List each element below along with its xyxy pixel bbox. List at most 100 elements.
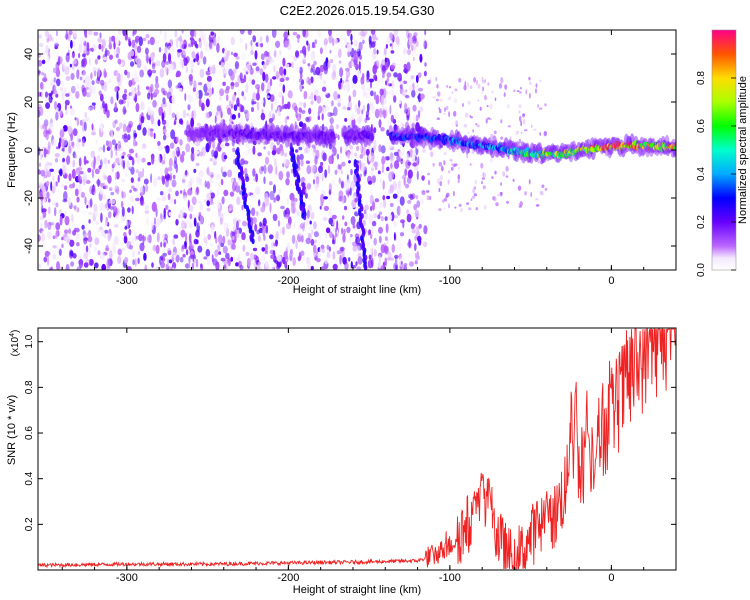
noise-speck: [43, 198, 46, 203]
snr-ytick-label: 0.6: [24, 426, 35, 440]
noise-speck: [157, 119, 161, 127]
noise-speck: [240, 53, 246, 61]
noise-speck: [403, 48, 407, 55]
noise-speck: [407, 161, 412, 166]
noise-speck: [144, 184, 149, 193]
noise-speck: [206, 255, 210, 266]
noise-speck: [88, 219, 91, 224]
noise-speck: [134, 87, 137, 92]
noise-speck: [83, 237, 89, 241]
noise-speck: [174, 30, 178, 38]
noise-speck: [338, 80, 342, 90]
noise-speck: [50, 181, 53, 192]
noise-speck: [416, 200, 421, 208]
noise-speck: [133, 187, 138, 192]
noise-speck: [285, 222, 292, 230]
noise-speck: [393, 215, 398, 219]
noise-speck: [339, 67, 344, 78]
noise-speck: [390, 50, 395, 54]
noise-speck: [324, 38, 327, 42]
noise-speck: [326, 251, 331, 259]
noise-speck: [41, 72, 45, 76]
noise-speck: [126, 241, 132, 249]
noise-speck: [371, 257, 374, 268]
streak-blob: [293, 171, 297, 178]
snr-ytick-label: 0.2: [24, 517, 35, 531]
noise-speck: [94, 168, 100, 175]
noise-speck: [110, 199, 116, 205]
noise-speck: [188, 74, 193, 82]
noise-speck: [109, 249, 113, 260]
noise-speck: [255, 66, 260, 72]
noise-speck: [343, 228, 346, 235]
noise-speck: [279, 50, 282, 56]
noise-speck: [179, 139, 183, 146]
noise-speck: [167, 45, 172, 54]
noise-speck: [393, 30, 399, 36]
noise-speck: [416, 170, 419, 181]
signal-blob: [370, 134, 374, 142]
noise-speck: [69, 239, 75, 247]
noise-speck: [305, 237, 311, 245]
noise-speck: [101, 263, 107, 270]
noise-speck: [295, 111, 298, 119]
noise-speck: [275, 40, 281, 48]
noise-speck: [176, 70, 181, 78]
noise-speck: [368, 153, 372, 162]
noise-speck: [219, 88, 225, 97]
noise-speck: [90, 160, 96, 168]
noise-speck: [237, 253, 241, 262]
noise-speck: [173, 234, 179, 239]
noise-speck: [95, 77, 101, 85]
noise-speck: [252, 35, 257, 43]
noise-speck: [176, 111, 180, 120]
noise-speck: [301, 142, 305, 149]
noise-speck: [164, 46, 168, 55]
spectrogram-xlabel: Height of straight line (km): [293, 284, 421, 296]
noise-speck: [160, 103, 164, 109]
noise-speck: [411, 229, 417, 234]
noise-speck: [308, 197, 311, 201]
noise-speck: [181, 174, 187, 185]
noise-speck: [139, 192, 144, 197]
noise-speck: [179, 190, 183, 194]
noise-speck: [150, 221, 154, 231]
noise-speck: [62, 62, 66, 69]
noise-speck: [110, 96, 114, 105]
svg-text:(x104): (x104): [9, 330, 21, 357]
noise-speck: [370, 90, 374, 97]
noise-speck: [252, 62, 257, 66]
noise-speck: [264, 73, 269, 83]
noise-speck: [162, 97, 166, 105]
noise-speck: [467, 131, 470, 134]
noise-speck: [86, 41, 90, 52]
noise-speck: [282, 57, 286, 67]
noise-speck: [313, 244, 317, 254]
noise-speck: [146, 216, 149, 226]
noise-speck: [253, 260, 256, 269]
noise-speck: [350, 60, 354, 68]
noise-speck: [263, 164, 267, 175]
noise-speck: [214, 250, 219, 260]
noise-speck: [156, 197, 162, 202]
noise-speck: [400, 261, 403, 265]
noise-speck: [422, 241, 428, 248]
noise-speck: [107, 211, 112, 219]
noise-speck: [74, 188, 79, 197]
noise-speck: [315, 66, 321, 76]
noise-speck: [363, 209, 367, 214]
noise-speck: [144, 47, 149, 55]
noise-speck: [250, 45, 254, 51]
noise-speck: [151, 201, 157, 212]
noise-speck: [481, 90, 484, 95]
noise-speck: [408, 32, 412, 38]
noise-speck: [55, 111, 59, 121]
snr-xtick-label: 0: [608, 572, 614, 584]
noise-speck: [286, 171, 290, 179]
noise-speck: [101, 182, 106, 187]
noise-speck: [342, 80, 345, 84]
noise-speck: [366, 238, 370, 248]
noise-speck: [47, 141, 51, 150]
noise-speck: [143, 178, 149, 185]
noise-speck: [54, 106, 59, 112]
